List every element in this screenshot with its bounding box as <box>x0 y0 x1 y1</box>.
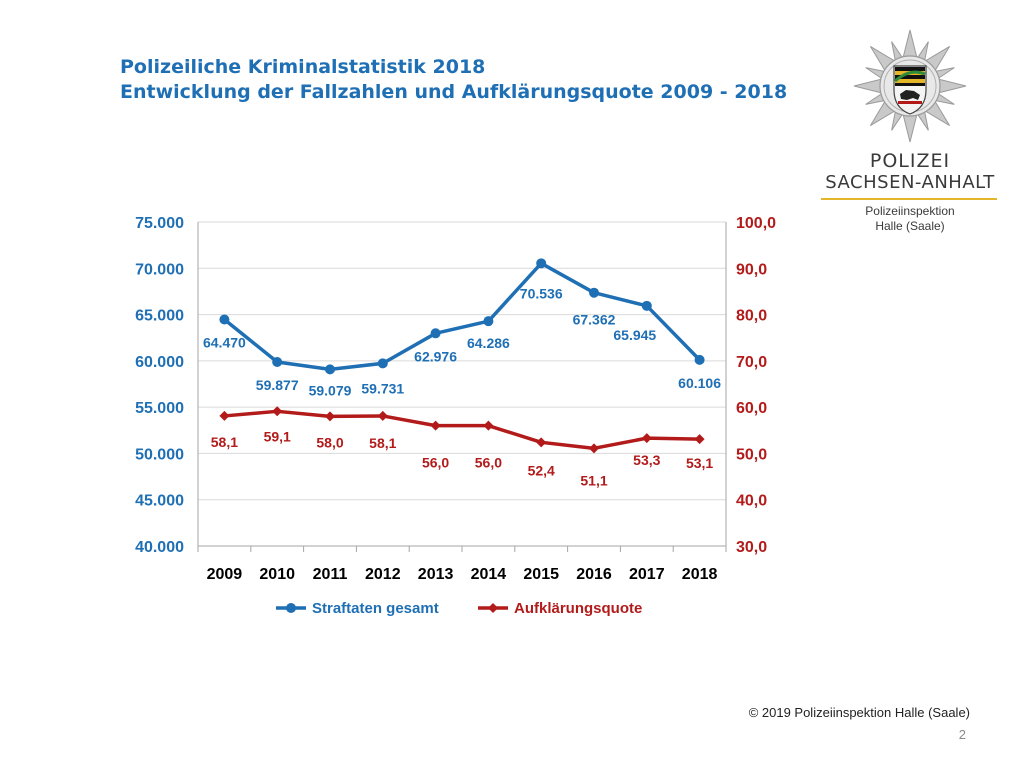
data-label-aufklaerungsquote: 56,0 <box>475 455 502 471</box>
data-label-straftaten: 64.470 <box>203 334 246 350</box>
data-label-straftaten: 70.536 <box>520 285 563 301</box>
y-left-tick-label: 60.000 <box>135 354 184 371</box>
point-aufklaerungsquote <box>377 410 388 421</box>
logo-unit-line-2: Halle (Saale) <box>875 219 945 233</box>
legend-marker-aufklaerungsquote <box>488 603 498 613</box>
data-label-straftaten: 59.877 <box>256 377 299 393</box>
y-right-tick-label: 100,0 <box>736 215 776 232</box>
data-label-straftaten: 59.079 <box>309 382 352 398</box>
point-straftaten <box>272 356 283 367</box>
data-label-straftaten: 67.362 <box>573 312 616 328</box>
y-right-tick-label: 80,0 <box>736 308 767 325</box>
x-tick-label: 2015 <box>523 566 559 583</box>
point-straftaten <box>589 287 599 298</box>
logo-text-state: SACHSEN-ANHALT <box>825 172 995 193</box>
legend-label-straftaten: Straftaten gesamt <box>312 600 439 617</box>
y-right-tick-label: 60,0 <box>736 400 767 417</box>
y-right-tick-label: 30,0 <box>736 539 767 556</box>
copyright-text: © 2019 Polizeiinspektion Halle (Saale) <box>748 705 970 720</box>
y-left-tick-label: 55.000 <box>135 400 184 417</box>
page-number: 2 <box>958 727 966 742</box>
y-left-tick-label: 70.000 <box>135 261 184 278</box>
point-aufklaerungsquote <box>430 420 441 431</box>
data-label-aufklaerungsquote: 59,1 <box>264 428 291 444</box>
data-label-straftaten: 62.976 <box>414 348 457 364</box>
point-straftaten <box>483 316 494 327</box>
y-left-tick-label: 75.000 <box>135 215 184 232</box>
series-line-straftaten <box>223 261 701 372</box>
logo-unit: Polizeiinspektion Halle (Saale) <box>815 204 1005 234</box>
point-straftaten <box>377 358 388 369</box>
data-label-aufklaerungsquote: 56,0 <box>422 455 449 471</box>
y-right-tick-label: 90,0 <box>736 261 767 278</box>
data-label-aufklaerungsquote: 53,3 <box>633 452 660 468</box>
title-line-2: Entwicklung der Fallzahlen und Aufklärun… <box>120 81 788 103</box>
logo-divider <box>821 198 997 200</box>
logo-unit-line-1: Polizeiinspektion <box>865 204 955 218</box>
logo-text-polizei: POLIZEI <box>869 150 951 172</box>
slide-title: Polizeiliche Kriminalstatistik 2018 Entw… <box>120 55 810 105</box>
legend-label-aufklaerungsquote: Aufklärungsquote <box>514 600 642 617</box>
point-aufklaerungsquote <box>483 420 494 431</box>
point-straftaten <box>325 364 335 375</box>
y-left-tick-label: 45.000 <box>135 493 184 510</box>
point-aufklaerungsquote <box>536 437 547 448</box>
point-aufklaerungsquote <box>589 443 599 454</box>
data-label-aufklaerungsquote: 58,1 <box>211 434 238 450</box>
point-straftaten <box>430 328 441 339</box>
legend-marker-straftaten <box>286 603 296 613</box>
point-aufklaerungsquote <box>641 433 652 444</box>
x-tick-label: 2010 <box>259 566 295 583</box>
data-label-aufklaerungsquote: 51,1 <box>580 472 607 488</box>
police-logo: POLIZEI SACHSEN-ANHALT Polizeiinspektion… <box>815 28 1005 238</box>
point-aufklaerungsquote <box>694 434 705 445</box>
x-tick-label: 2014 <box>471 566 507 583</box>
x-tick-label: 2013 <box>418 566 454 583</box>
data-label-aufklaerungsquote: 53,1 <box>686 455 713 471</box>
data-label-aufklaerungsquote: 52,4 <box>528 462 555 478</box>
y-left-tick-label: 40.000 <box>135 539 184 556</box>
y-left-tick-label: 50.000 <box>135 446 184 463</box>
data-label-aufklaerungsquote: 58,0 <box>316 434 343 450</box>
police-star-icon <box>853 29 967 143</box>
point-straftaten <box>219 314 230 325</box>
point-aufklaerungsquote <box>272 406 283 417</box>
y-right-tick-label: 40,0 <box>736 493 767 510</box>
data-label-aufklaerungsquote: 58,1 <box>369 435 396 451</box>
x-tick-label: 2017 <box>629 566 665 583</box>
y-right-tick-label: 50,0 <box>736 446 767 463</box>
point-straftaten <box>536 258 547 269</box>
point-aufklaerungsquote <box>219 410 230 421</box>
line-chart: 40.000 45.000 50.000 55.000 60.000 65.000 70.0… <box>135 215 776 617</box>
data-label-straftaten: 65.945 <box>613 327 656 343</box>
title-line-1: Polizeiliche Kriminalstatistik 2018 <box>120 56 486 78</box>
point-aufklaerungsquote <box>325 411 335 422</box>
y-left-tick-label: 65.000 <box>135 308 184 325</box>
data-label-straftaten: 59.731 <box>361 380 404 396</box>
series-line-aufklaerungsquote <box>224 409 700 451</box>
y-right-tick-label: 70,0 <box>736 354 767 371</box>
x-tick-label: 2012 <box>365 566 401 583</box>
data-label-straftaten: 64.286 <box>467 335 510 351</box>
x-tick-label: 2011 <box>313 566 348 583</box>
x-tick-label: 2018 <box>682 566 718 583</box>
point-straftaten <box>694 354 705 365</box>
data-label-straftaten: 60.106 <box>678 375 721 391</box>
x-tick-label: 2009 <box>207 566 243 583</box>
point-straftaten <box>641 300 652 311</box>
x-tick-label: 2016 <box>576 566 612 583</box>
